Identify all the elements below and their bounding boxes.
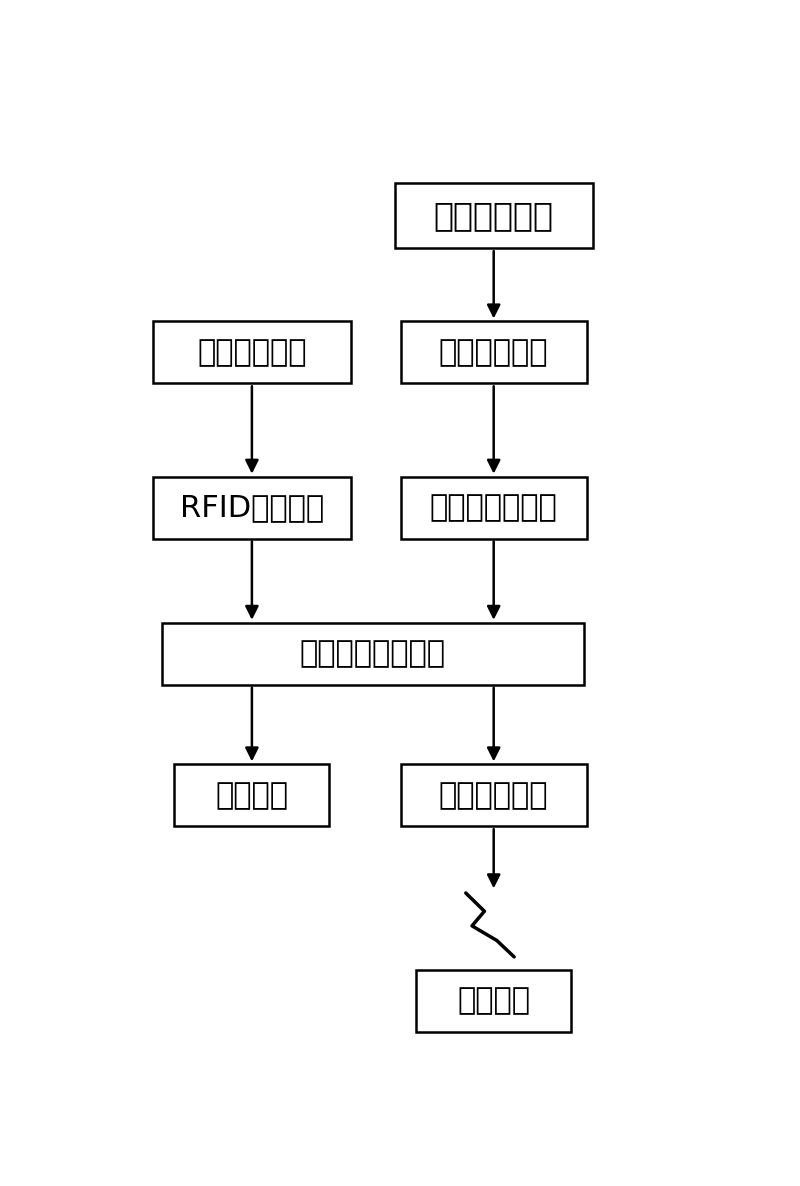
Text: 无线通讯模块: 无线通讯模块 bbox=[439, 780, 549, 810]
Bar bbox=[162, 623, 584, 684]
Text: 图像采集设备: 图像采集设备 bbox=[439, 338, 549, 366]
Bar bbox=[401, 321, 586, 383]
Text: 中央控制处理单元: 中央控制处理单元 bbox=[300, 639, 446, 668]
Text: 监控中心: 监控中心 bbox=[458, 987, 530, 1015]
Bar bbox=[401, 764, 586, 827]
Text: 显示模块: 显示模块 bbox=[215, 780, 288, 810]
Bar bbox=[153, 321, 351, 383]
Text: RFID采集设备: RFID采集设备 bbox=[180, 493, 324, 522]
Bar bbox=[153, 477, 351, 538]
Text: 导航引导标识: 导航引导标识 bbox=[434, 199, 554, 232]
Bar bbox=[174, 764, 330, 827]
Text: 图像编码器处理: 图像编码器处理 bbox=[430, 493, 558, 522]
Bar bbox=[416, 970, 571, 1032]
Text: 射频识别标签: 射频识别标签 bbox=[197, 338, 306, 366]
Bar bbox=[394, 183, 593, 248]
Bar bbox=[401, 477, 586, 538]
